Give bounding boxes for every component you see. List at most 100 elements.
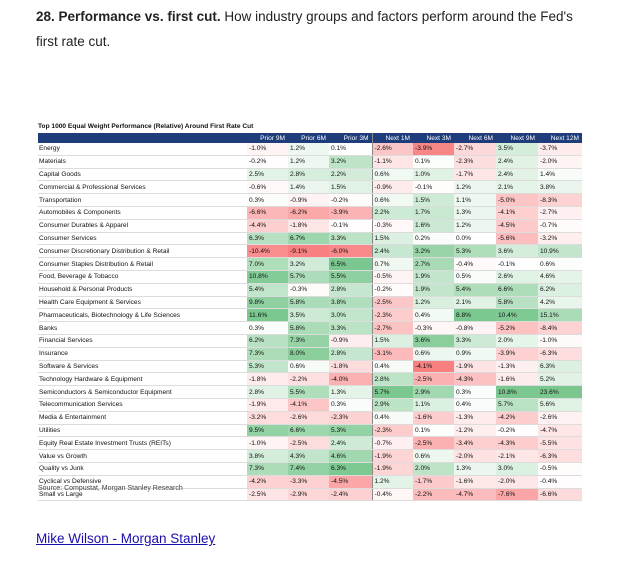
value-cell: 2.7% <box>413 257 454 271</box>
value-cell: 6.6% <box>288 423 329 438</box>
value-cell: -1.8% <box>247 372 288 387</box>
table-row: Semiconductors & Semiconductor Equipment… <box>38 385 582 399</box>
value-cell: 6.3% <box>538 359 582 374</box>
value-cell: -3.9% <box>413 143 454 156</box>
value-cell: -10.4% <box>247 244 288 259</box>
table-row: Automobiles & Components -6.6% -6.2% -3.9% 2… <box>38 205 582 220</box>
value-cell: -2.3% <box>329 411 372 425</box>
row-label: Consumer Durables & Apparel <box>38 219 247 233</box>
value-cell: -3.4% <box>454 436 496 451</box>
value-cell: 3.8% <box>247 449 288 463</box>
value-cell: 0.1% <box>413 155 454 169</box>
value-cell: 1.2% <box>454 219 496 233</box>
value-cell: -1.1% <box>371 155 413 169</box>
value-cell: 3.3% <box>329 321 372 335</box>
value-cell: -0.3% <box>413 321 454 335</box>
row-label: Commercial & Professional Services <box>38 180 247 195</box>
value-cell: 2.4% <box>496 168 538 182</box>
value-cell: 3.2% <box>329 155 372 169</box>
value-cell: 1.9% <box>413 270 454 284</box>
value-cell: -5.2% <box>496 321 538 335</box>
value-cell: 5.5% <box>288 385 329 399</box>
value-cell: -3.9% <box>329 205 372 220</box>
value-cell: -5.0% <box>496 193 538 207</box>
value-cell: 5.4% <box>247 283 288 297</box>
value-cell: 6.2% <box>538 283 582 297</box>
value-cell: -3.7% <box>538 143 582 156</box>
value-cell: 7.0% <box>247 257 288 271</box>
value-cell: 1.4% <box>538 168 582 182</box>
table-row: Quality vs Junk 7.3% 7.4% 6.3% -1.9% 2.0% 1.3%… <box>38 462 582 476</box>
value-cell: 15.1% <box>538 308 582 323</box>
value-cell: -2.1% <box>496 449 538 463</box>
value-cell: 1.0% <box>413 168 454 182</box>
value-cell: -0.2% <box>371 283 413 297</box>
source-note: Source: Compustat, Morgan Stanley Resear… <box>38 485 183 492</box>
value-cell: -1.6% <box>496 372 538 387</box>
value-cell: 5.7% <box>496 397 538 412</box>
value-cell: 1.3% <box>454 462 496 476</box>
value-cell: 0.0% <box>454 232 496 246</box>
value-cell: 4.2% <box>538 295 582 310</box>
value-cell: 7.3% <box>247 462 288 476</box>
value-cell: 8.8% <box>454 308 496 323</box>
value-cell: -0.9% <box>329 334 372 348</box>
value-cell: -0.7% <box>538 219 582 233</box>
table-row: Household & Personal Products 5.4% -0.3% 2.… <box>38 283 582 297</box>
row-label: Automobiles & Components <box>38 205 247 220</box>
row-label: Energy <box>38 143 247 156</box>
table-row: Transportation 0.3% -0.9% -0.2% 0.6% 1.5% 1.1%… <box>38 193 582 207</box>
value-cell: -1.3% <box>496 359 538 374</box>
value-cell: 1.5% <box>329 180 372 195</box>
table-row: Materials -0.2% 1.2% 3.2% -1.1% 0.1% -2.3% 2.4%… <box>38 155 582 169</box>
row-label: Pharmaceuticals, Biotechnology & Life Sc… <box>38 308 247 323</box>
value-cell: -6.2% <box>288 205 329 220</box>
value-cell: -6.6% <box>247 205 288 220</box>
table-header-row: Prior 9M Prior 6M Prior 3M Next 1M Next 3M Ne… <box>38 133 582 143</box>
value-cell: -6.0% <box>329 244 372 259</box>
value-cell: -0.6% <box>247 180 288 195</box>
value-cell: 3.2% <box>413 244 454 259</box>
column-header: Next 9M <box>496 133 538 143</box>
value-cell: -0.8% <box>454 321 496 335</box>
value-cell: -3.2% <box>247 411 288 425</box>
value-cell: 9.8% <box>247 295 288 310</box>
value-cell: 6.7% <box>288 232 329 246</box>
value-cell: 5.8% <box>288 295 329 310</box>
value-cell: -0.2% <box>329 193 372 207</box>
value-cell: 1.1% <box>454 193 496 207</box>
row-label: Household & Personal Products <box>38 283 247 297</box>
value-cell: -6.3% <box>538 449 582 463</box>
value-cell: 10.9% <box>538 244 582 259</box>
value-cell: 0.1% <box>329 143 372 156</box>
value-cell: 1.9% <box>413 283 454 297</box>
table-row: Consumer Discretionary Distribution & Re… <box>38 244 582 259</box>
value-cell: -5.5% <box>538 436 582 451</box>
value-cell: 0.6% <box>371 168 413 182</box>
value-cell: 0.9% <box>454 347 496 361</box>
value-cell: 3.0% <box>496 462 538 476</box>
value-cell: 0.4% <box>454 397 496 412</box>
author-link[interactable]: Mike Wilson - Morgan Stanley <box>36 531 216 546</box>
value-cell: -0.9% <box>371 180 413 195</box>
value-cell: 3.5% <box>496 143 538 156</box>
table-row: Value vs Growth 3.8% 4.3% 4.6% -1.9% 0.6% -2.0… <box>38 449 582 463</box>
value-cell: 3.6% <box>413 334 454 348</box>
value-cell: -2.0% <box>496 475 538 489</box>
value-cell: 10.8% <box>247 270 288 284</box>
row-label: Capital Goods <box>38 168 247 182</box>
value-cell: -2.7% <box>371 321 413 335</box>
value-cell: -0.4% <box>454 257 496 271</box>
value-cell: -6.3% <box>538 347 582 361</box>
value-cell: 5.4% <box>454 283 496 297</box>
value-cell: 2.4% <box>496 155 538 169</box>
row-label: Health Care Equipment & Services <box>38 295 247 310</box>
value-cell: -2.2% <box>413 488 454 502</box>
value-cell: 5.3% <box>329 423 372 438</box>
row-label: Banks <box>38 321 247 335</box>
value-cell: 7.4% <box>288 462 329 476</box>
value-cell: -4.5% <box>496 219 538 233</box>
value-cell: -2.4% <box>329 488 372 502</box>
value-cell: -2.9% <box>288 488 329 502</box>
value-cell: 7.3% <box>288 334 329 348</box>
